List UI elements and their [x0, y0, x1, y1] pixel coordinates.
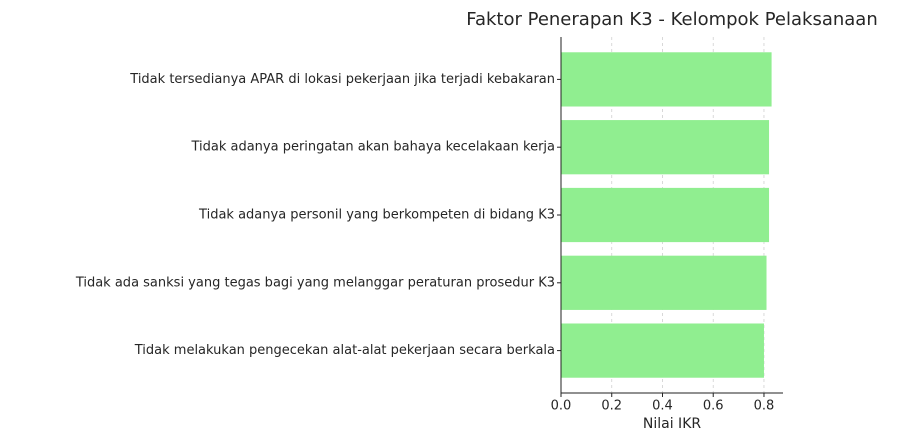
y-tick-label: Tidak ada sanksi yang tegas bagi yang me…	[75, 275, 555, 290]
bar	[561, 52, 772, 107]
bar	[561, 187, 770, 243]
x-tick-label: 0.4	[652, 399, 673, 414]
bar	[561, 323, 764, 378]
x-tick-label: 0.2	[601, 399, 622, 414]
x-tick-label: 0.0	[551, 399, 572, 414]
bar	[561, 120, 770, 175]
x-tick-label: 0.8	[754, 399, 775, 414]
y-tick-label: Tidak adanya personil yang berkompeten d…	[198, 208, 555, 223]
x-tick-label: 0.6	[703, 399, 724, 414]
chart-title: Faktor Penerapan K3 - Kelompok Pelaksana…	[466, 9, 877, 30]
x-axis-label: Nilai IKR	[643, 416, 701, 432]
y-tick-label: Tidak adanya peringatan akan bahaya kece…	[190, 140, 555, 155]
bar	[561, 255, 767, 310]
y-tick-label: Tidak melakukan pengecekan alat-alat pek…	[134, 343, 555, 358]
y-tick-label: Tidak tersedianya APAR di lokasi pekerja…	[129, 72, 555, 87]
